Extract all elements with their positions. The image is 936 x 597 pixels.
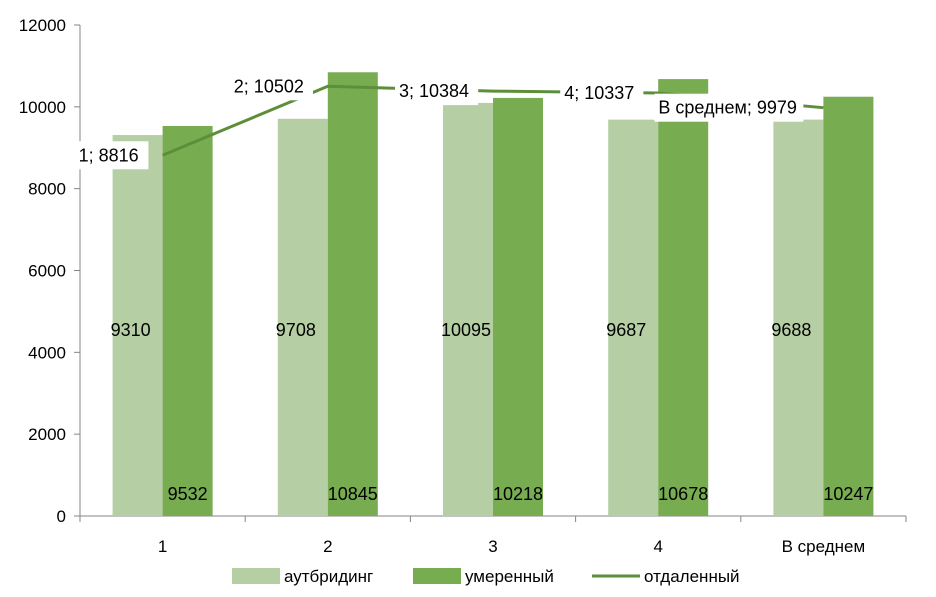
bar xyxy=(608,119,659,516)
bar xyxy=(112,135,163,516)
chart-legend: аутбридинг умеренный отдаленный xyxy=(232,567,740,586)
x-tick-label: 4 xyxy=(653,537,662,556)
legend-swatch xyxy=(413,568,461,584)
x-tick-label: 1 xyxy=(158,537,167,556)
bar-data-label: 10095 xyxy=(441,320,491,340)
x-tick-label: В среднем xyxy=(782,537,866,556)
legend-label: аутбридинг xyxy=(284,567,373,586)
y-tick-label: 2000 xyxy=(28,425,66,444)
legend-label: отдаленный xyxy=(644,567,740,586)
bar-data-label: 9687 xyxy=(606,320,646,340)
y-tick-label: 6000 xyxy=(28,262,66,281)
y-tick-label: 0 xyxy=(57,507,66,526)
bar-data-label: 9532 xyxy=(168,484,208,504)
y-tick-label: 4000 xyxy=(28,343,66,362)
x-tick-label: 3 xyxy=(488,537,497,556)
bar xyxy=(658,79,709,517)
bar-data-label: 10845 xyxy=(328,484,378,504)
bar-data-label: 9310 xyxy=(111,320,151,340)
bar xyxy=(773,119,824,516)
line-label-bg xyxy=(395,77,479,106)
line-data-label: 2; 10502 xyxy=(234,76,304,96)
bar-data-label: 10678 xyxy=(658,484,708,504)
bar xyxy=(277,118,328,516)
chart-data-labels: 9310 9532 9708 10845 10095 10218 9687 10678 9688… xyxy=(74,72,873,504)
bar xyxy=(443,102,493,516)
line-label-bg xyxy=(560,79,644,108)
bar-data-label: 10247 xyxy=(823,484,873,504)
bar-data-label: 9708 xyxy=(276,320,316,340)
chart-axes: 0 2000 4000 6000 8000 10000 12000 1 2 3 4 В среднем xyxy=(19,16,907,556)
line-label-bg xyxy=(229,72,313,101)
bar-data-label: 10218 xyxy=(493,484,543,504)
line-data-label: В среднем; 9979 xyxy=(658,98,797,118)
bar-data-label: 9688 xyxy=(771,320,811,340)
y-tick-label: 10000 xyxy=(19,98,66,117)
line-label-bg xyxy=(654,93,804,122)
line-data-label: 1; 8816 xyxy=(79,145,139,165)
line-data-label: 3; 10384 xyxy=(399,81,469,101)
legend-label: умеренный xyxy=(465,567,554,586)
chart-bars xyxy=(112,72,874,517)
bar xyxy=(327,72,378,516)
bar xyxy=(162,125,213,516)
x-tick-label: 2 xyxy=(323,537,332,556)
y-tick-label: 12000 xyxy=(19,16,66,35)
legend-swatch xyxy=(232,568,280,584)
y-tick-label: 8000 xyxy=(28,180,66,199)
line-label-bg xyxy=(74,141,149,170)
bar xyxy=(823,96,874,516)
line-data-label: 4; 10337 xyxy=(564,83,634,103)
bar xyxy=(493,97,543,516)
